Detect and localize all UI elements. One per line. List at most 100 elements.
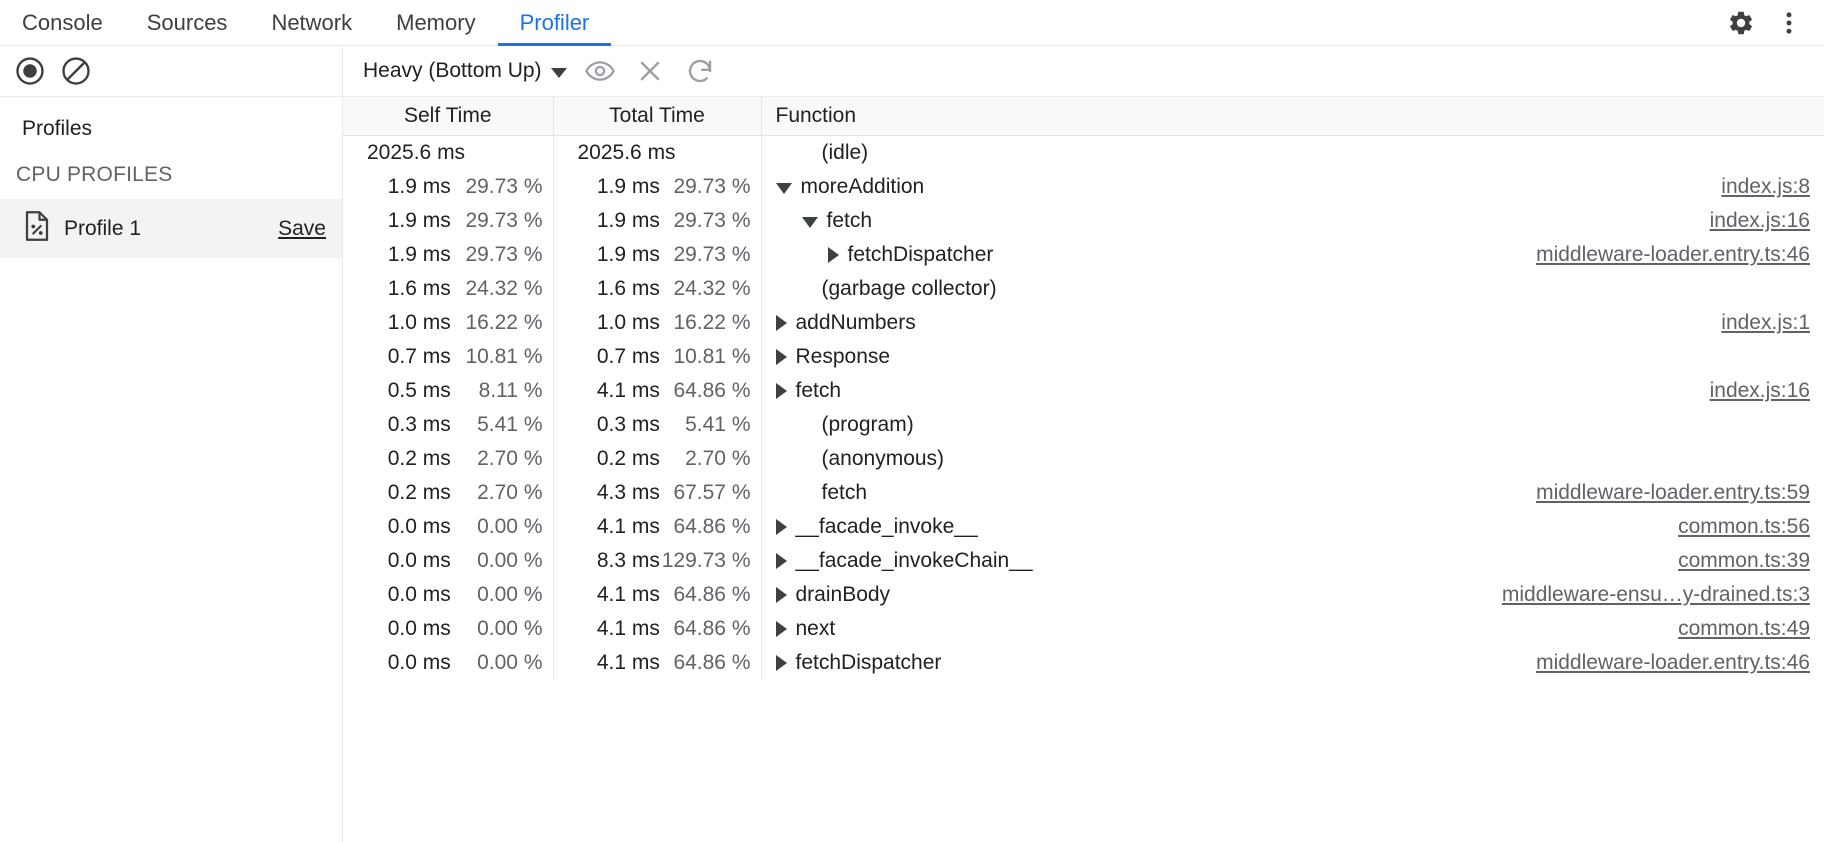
record-icon[interactable] (10, 51, 50, 91)
table-row[interactable]: 0.0 ms 0.00 % 8.3 ms 129.73 % __facade_invok… (343, 543, 1824, 578)
self-time-ms: 1.9 ms (387, 242, 451, 266)
self-time-percent: 5.41 % (477, 412, 543, 436)
function-name: fetch (795, 378, 842, 402)
profiler-capture-controls (0, 46, 343, 96)
cell-total-time: 4.1 ms 64.86 % (553, 509, 762, 544)
source-link[interactable]: index.js:16 (1709, 208, 1810, 232)
chevron-down-icon[interactable] (801, 216, 818, 228)
table-row[interactable]: 0.0 ms 0.00 % 4.1 ms 64.86 % drainBody middle… (343, 577, 1824, 612)
chevron-right-icon[interactable] (775, 348, 787, 365)
table-row[interactable]: 0.0 ms 0.00 % 4.1 ms 64.86 % next common.ts:4… (343, 611, 1824, 646)
cell-total-time: 2025.6 ms (553, 135, 762, 170)
source-link[interactable]: middleware-loader.entry.ts:59 (1536, 480, 1810, 504)
table-row[interactable]: 1.6 ms 24.32 % 1.6 ms 24.32 % (garbage colle… (343, 271, 1824, 306)
total-time-ms: 4.3 ms (596, 480, 660, 504)
chevron-right-icon[interactable] (775, 586, 787, 603)
tab-label: Profiler (519, 9, 590, 35)
cell-function: next common.ts:49 (761, 612, 1824, 646)
chevron-right-icon[interactable] (775, 620, 787, 637)
self-time-ms: 0.2 ms (387, 480, 451, 504)
table-row[interactable]: 0.3 ms 5.41 % 0.3 ms 5.41 % (program) (343, 407, 1824, 442)
cell-self-time: 0.5 ms 8.11 % (343, 373, 554, 408)
restore-all-functions-icon[interactable] (677, 50, 723, 92)
gear-icon[interactable] (1720, 2, 1762, 44)
source-link[interactable]: index.js:16 (1709, 378, 1810, 402)
self-time-percent: 10.81 % (465, 344, 543, 368)
view-mode-select[interactable]: Heavy (Bottom Up) (357, 55, 573, 87)
table-row[interactable]: 1.0 ms 16.22 % 1.0 ms 16.22 % addNumbers inde… (343, 305, 1824, 340)
tab-label: Memory (396, 9, 476, 35)
self-time-percent: 2.70 % (477, 446, 543, 470)
source-link[interactable]: index.js:8 (1721, 174, 1810, 198)
delete-icon[interactable] (627, 50, 673, 92)
chevron-right-icon[interactable] (775, 518, 787, 535)
self-time-ms: 0.5 ms (387, 378, 451, 402)
column-header-self-time[interactable]: Self Time (343, 97, 554, 136)
cell-self-time: 1.9 ms 29.73 % (343, 169, 554, 204)
tab-profiler[interactable]: Profiler (497, 0, 612, 46)
cell-function: (garbage collector) (761, 272, 1824, 306)
sidebar-item-profile-1[interactable]: Profile 1 Save (0, 199, 342, 258)
clear-icon[interactable] (56, 51, 96, 91)
table-row[interactable]: 0.2 ms 2.70 % 4.3 ms 67.57 % fetch middleware… (343, 475, 1824, 510)
table-row[interactable]: 0.0 ms 0.00 % 4.1 ms 64.86 % fetchDispatcher… (343, 645, 1824, 680)
chevron-right-icon[interactable] (775, 654, 787, 671)
total-time-ms: 0.3 ms (596, 412, 660, 436)
function-name: (garbage collector) (821, 276, 997, 300)
cell-self-time: 1.9 ms 29.73 % (343, 237, 554, 272)
tab-console[interactable]: Console (0, 0, 125, 45)
focus-selected-function-icon[interactable] (577, 50, 623, 92)
self-time-ms: 0.0 ms (387, 616, 451, 640)
source-link[interactable]: middleware-loader.entry.ts:46 (1536, 650, 1810, 674)
table-row[interactable]: 0.7 ms 10.81 % 0.7 ms 10.81 % Response (343, 339, 1824, 374)
total-time-ms: 0.2 ms (596, 446, 660, 470)
source-link[interactable]: common.ts:56 (1678, 514, 1810, 538)
cell-total-time: 0.7 ms 10.81 % (553, 339, 762, 374)
view-mode-label: Heavy (Bottom Up) (363, 59, 542, 82)
chevron-right-icon[interactable] (827, 246, 839, 263)
table-row[interactable]: 1.9 ms 29.73 % 1.9 ms 29.73 % moreAddition in… (343, 169, 1824, 204)
total-time-percent: 16.22 % (673, 310, 751, 334)
cell-function: fetchDispatcher middleware-loader.entry.t… (761, 646, 1824, 680)
source-link[interactable]: common.ts:49 (1678, 616, 1810, 640)
total-time-percent: 64.86 % (673, 616, 751, 640)
chevron-right-icon[interactable] (775, 314, 787, 331)
total-time-ms: 2025.6 ms (577, 140, 676, 164)
function-name: fetchDispatcher (847, 242, 994, 266)
self-time-percent: 0.00 % (477, 650, 543, 674)
total-time-percent: 5.41 % (685, 412, 751, 436)
save-profile-link[interactable]: Save (278, 216, 326, 240)
total-time-ms: 1.6 ms (596, 276, 660, 300)
table-row[interactable]: 0.0 ms 0.00 % 4.1 ms 64.86 % __facade_invoke… (343, 509, 1824, 544)
more-vertical-icon[interactable] (1768, 2, 1810, 44)
table-row[interactable]: 1.9 ms 29.73 % 1.9 ms 29.73 % fetch index.js:… (343, 203, 1824, 238)
cell-function: fetch index.js:16 (761, 204, 1824, 238)
source-link[interactable]: common.ts:39 (1678, 548, 1810, 572)
column-header-function[interactable]: Function (761, 97, 1824, 136)
chevron-right-icon[interactable] (775, 552, 787, 569)
source-link[interactable]: middleware-ensu…y-drained.ts:3 (1501, 582, 1810, 606)
table-row[interactable]: 0.2 ms 2.70 % 0.2 ms 2.70 % (anonymous) (343, 441, 1824, 476)
tab-memory[interactable]: Memory (374, 0, 497, 45)
tab-network[interactable]: Network (249, 0, 374, 45)
tab-label: Console (22, 9, 103, 35)
source-link[interactable]: index.js:1 (1721, 310, 1810, 334)
self-time-percent: 29.73 % (465, 174, 543, 198)
table-header-row: Self Time Total Time Function (343, 97, 1824, 136)
cell-function: Response (761, 340, 1824, 374)
table-row[interactable]: 1.9 ms 29.73 % 1.9 ms 29.73 % fetchDispatche… (343, 237, 1824, 272)
cell-total-time: 0.3 ms 5.41 % (553, 407, 762, 442)
profiler-body: Profiles CPU PROFILES Profile 1 Save (0, 97, 1824, 842)
column-header-total-time[interactable]: Total Time (553, 97, 762, 136)
cell-self-time: 0.0 ms 0.00 % (343, 577, 554, 612)
tab-sources[interactable]: Sources (125, 0, 250, 45)
profiler-view-controls: Heavy (Bottom Up) (343, 46, 1824, 96)
self-time-ms: 0.0 ms (387, 650, 451, 674)
chevron-right-icon[interactable] (775, 382, 787, 399)
table-row[interactable]: 2025.6 ms 2025.6 ms (idle) (343, 135, 1824, 170)
source-link[interactable]: middleware-loader.entry.ts:46 (1536, 242, 1810, 266)
chevron-down-icon[interactable] (775, 182, 792, 194)
profile-table-container: Self Time Total Time Function 2025.6 ms 2… (343, 97, 1824, 842)
cell-total-time: 1.9 ms 29.73 % (553, 203, 762, 238)
table-row[interactable]: 0.5 ms 8.11 % 4.1 ms 64.86 % fetch index.js:1… (343, 373, 1824, 408)
